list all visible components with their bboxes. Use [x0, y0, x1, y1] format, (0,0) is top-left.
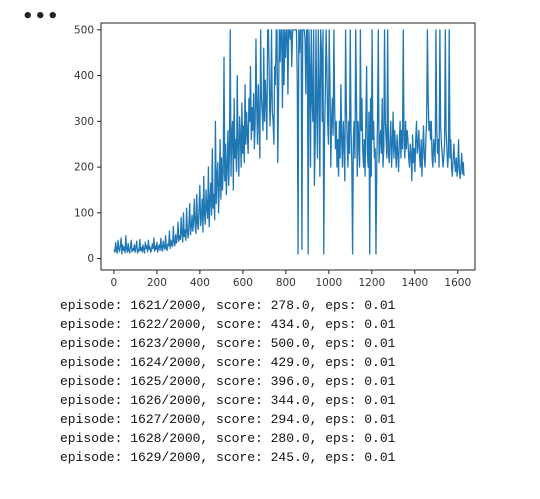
x-tick-label: 0 [111, 277, 118, 289]
cell-options-icon[interactable]: ••• [22, 6, 60, 27]
y-tick-label: 100 [74, 207, 94, 219]
log-line: episode: 1624/2000, score: 429.0, eps: 0… [60, 355, 396, 370]
y-tick-label: 200 [74, 162, 94, 174]
x-tick-label: 1400 [401, 277, 428, 289]
x-tick-label: 1000 [315, 277, 342, 289]
x-axis: 0 200 400 600 800 1000 1200 1400 1600 [111, 270, 471, 289]
y-axis: 0 100 200 300 400 500 [74, 24, 101, 265]
x-tick-label: 600 [233, 277, 253, 289]
output-log: episode: 1621/2000, score: 278.0, eps: 0… [60, 296, 395, 467]
y-tick-label: 400 [74, 70, 94, 82]
score-line-chart: 0 200 400 600 800 1000 1200 1400 1600 0 100 200 300… [74, 22, 476, 289]
x-tick-label: 1200 [358, 277, 385, 289]
log-line: episode: 1621/2000, score: 278.0, eps: 0… [60, 298, 396, 313]
y-tick-label: 300 [74, 116, 94, 128]
series-line-0 [113, 29, 465, 255]
log-line: episode: 1625/2000, score: 396.0, eps: 0… [60, 374, 396, 389]
y-tick-label: 0 [87, 253, 94, 265]
x-tick-label: 1600 [444, 277, 471, 289]
x-tick-label: 400 [190, 277, 210, 289]
log-line: episode: 1622/2000, score: 434.0, eps: 0… [60, 317, 396, 332]
log-line: episode: 1629/2000, score: 245.0, eps: 0… [60, 450, 396, 465]
log-line: episode: 1627/2000, score: 294.0, eps: 0… [60, 412, 396, 427]
x-tick-label: 200 [147, 277, 167, 289]
log-line: episode: 1628/2000, score: 280.0, eps: 0… [60, 431, 396, 446]
x-tick-label: 800 [276, 277, 296, 289]
y-tick-label: 500 [74, 24, 94, 36]
plot-layer [113, 29, 465, 255]
log-line: episode: 1626/2000, score: 344.0, eps: 0… [60, 393, 396, 408]
log-line: episode: 1623/2000, score: 500.0, eps: 0… [60, 336, 396, 351]
